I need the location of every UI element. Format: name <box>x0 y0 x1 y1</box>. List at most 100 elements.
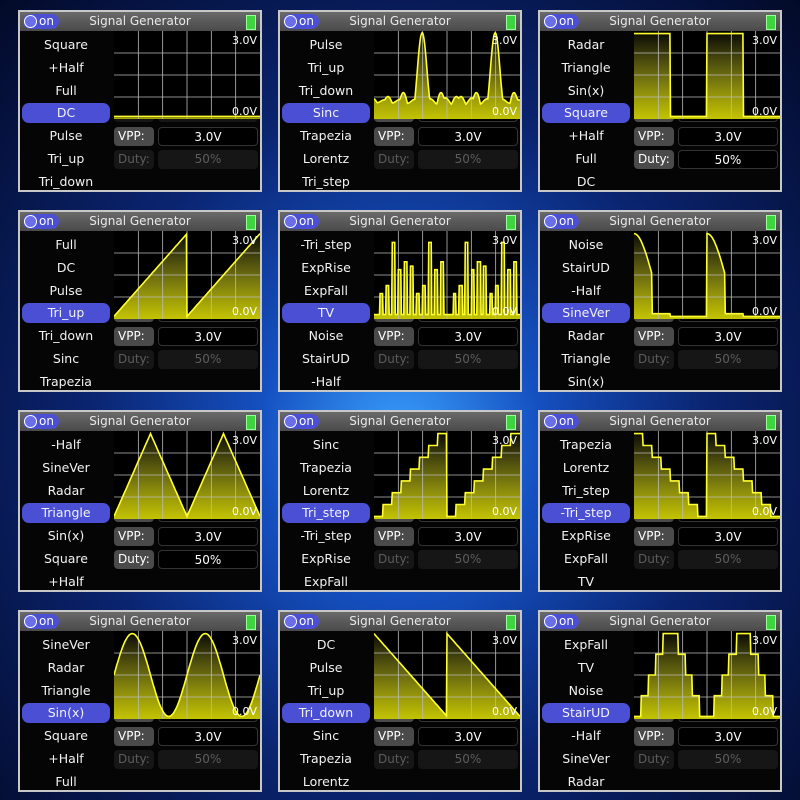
waveform-menu-item[interactable]: TV <box>282 303 370 324</box>
waveform-menu-item[interactable]: Sin(x) <box>567 82 605 98</box>
param-value[interactable]: 3.0V <box>678 126 778 146</box>
param-value[interactable]: 3.0V <box>418 726 518 746</box>
waveform-menu-item[interactable]: StairUD <box>542 703 630 724</box>
waveform-menu-item[interactable]: Noise <box>568 682 604 698</box>
waveform-menu-item[interactable]: Sinc <box>312 728 340 744</box>
waveform-menu-item[interactable]: Triangle <box>561 351 611 366</box>
waveform-menu-item[interactable]: Radar <box>567 773 605 789</box>
waveform-menu-item[interactable]: TV <box>577 573 595 589</box>
waveform-menu-item[interactable]: +Half <box>48 751 84 766</box>
output-toggle[interactable]: on <box>283 614 319 629</box>
waveform-menu-item[interactable]: Sin(x) <box>47 528 85 544</box>
waveform-menu-item[interactable]: StairUD <box>562 259 610 275</box>
waveform-menu-item[interactable]: Tri_step <box>302 173 350 189</box>
waveform-menu-item[interactable]: DC <box>56 259 76 275</box>
waveform-menu-item[interactable]: SineVer <box>42 459 90 475</box>
waveform-menu-item[interactable]: Noise <box>308 328 344 344</box>
waveform-menu-item[interactable]: Square <box>43 551 88 566</box>
waveform-menu-item[interactable]: Full <box>55 82 77 98</box>
waveform-menu-item[interactable]: Lorentz <box>302 773 350 789</box>
waveform-menu-item[interactable]: ExpFall <box>564 637 608 652</box>
output-toggle[interactable]: on <box>283 14 319 29</box>
waveform-menu-item[interactable]: Square <box>43 37 88 52</box>
waveform-menu-item[interactable]: ExpRise <box>301 551 351 566</box>
waveform-menu-item[interactable]: Radar <box>567 328 605 344</box>
waveform-menu-item[interactable]: Triangle <box>561 59 611 75</box>
waveform-menu-item[interactable]: Radar <box>47 659 85 675</box>
param-value[interactable]: 3.0V <box>158 726 258 746</box>
waveform-menu-item[interactable]: ExpFall <box>564 551 608 566</box>
param-value[interactable]: 3.0V <box>158 126 258 146</box>
param-value[interactable]: 3.0V <box>158 326 258 346</box>
waveform-menu-item[interactable]: Tri_down <box>38 173 94 189</box>
waveform-menu-item[interactable]: SineVer <box>42 637 90 652</box>
waveform-menu-item[interactable]: -Half <box>51 437 81 452</box>
waveform-menu-item[interactable]: DC <box>576 173 596 189</box>
waveform-menu-item[interactable]: Trapezia <box>300 751 352 766</box>
waveform-menu-item[interactable]: Trapezia <box>560 437 612 452</box>
waveform-menu-item[interactable]: Sin(x) <box>22 703 110 724</box>
param-value[interactable]: 3.0V <box>418 526 518 546</box>
waveform-menu-item[interactable]: Pulse <box>309 659 343 675</box>
waveform-menu-item[interactable]: Tri_down <box>38 328 94 344</box>
waveform-menu-item[interactable]: TV <box>577 659 595 675</box>
waveform-menu-item[interactable]: Pulse <box>49 128 83 144</box>
waveform-menu-item[interactable]: Triangle <box>22 503 110 524</box>
waveform-menu-item[interactable]: Tri_step <box>282 503 370 524</box>
waveform-menu-item[interactable]: Radar <box>567 37 605 52</box>
waveform-menu-item[interactable]: -Tri_step <box>300 528 352 544</box>
waveform-menu-item[interactable]: Full <box>55 773 77 789</box>
param-value[interactable]: 3.0V <box>678 326 778 346</box>
waveform-menu-item[interactable]: Tri_up <box>307 682 345 698</box>
waveform-menu-item[interactable]: Pulse <box>49 282 83 298</box>
waveform-menu-item[interactable]: Sinc <box>282 103 370 124</box>
param-value[interactable]: 3.0V <box>678 726 778 746</box>
waveform-menu-item[interactable]: Triangle <box>41 682 91 698</box>
waveform-menu-item[interactable]: Square <box>542 103 630 124</box>
waveform-menu-item[interactable]: ExpFall <box>304 573 348 589</box>
output-toggle[interactable]: on <box>543 214 579 229</box>
waveform-menu-item[interactable]: Square <box>43 728 88 744</box>
waveform-menu-item[interactable]: -Half <box>571 282 601 298</box>
waveform-menu-item[interactable]: +Half <box>568 128 604 144</box>
waveform-menu-item[interactable]: Full <box>575 151 597 166</box>
waveform-menu-item[interactable]: +Half <box>48 573 84 589</box>
waveform-menu-item[interactable]: -Tri_step <box>300 237 352 252</box>
output-toggle[interactable]: on <box>543 414 579 429</box>
waveform-menu-item[interactable]: Pulse <box>309 37 343 52</box>
waveform-menu-item[interactable]: Trapezia <box>300 459 352 475</box>
waveform-menu-item[interactable]: Lorentz <box>562 459 610 475</box>
output-toggle[interactable]: on <box>283 414 319 429</box>
output-toggle[interactable]: on <box>23 214 59 229</box>
waveform-menu-item[interactable]: Lorentz <box>302 151 350 166</box>
waveform-menu-item[interactable]: Tri_up <box>47 151 85 166</box>
waveform-menu-item[interactable]: Noise <box>568 237 604 252</box>
waveform-menu-item[interactable]: Tri_down <box>282 703 370 724</box>
waveform-menu-item[interactable]: -Half <box>311 373 341 389</box>
waveform-menu-item[interactable]: Sinc <box>312 437 340 452</box>
waveform-menu-item[interactable]: -Half <box>571 728 601 744</box>
output-toggle[interactable]: on <box>543 14 579 29</box>
waveform-menu-item[interactable]: SineVer <box>562 751 610 766</box>
output-toggle[interactable]: on <box>23 414 59 429</box>
param-value[interactable]: 3.0V <box>418 126 518 146</box>
waveform-menu-item[interactable]: Tri_up <box>22 303 110 324</box>
waveform-menu-item[interactable]: Lorentz <box>302 482 350 498</box>
waveform-menu-item[interactable]: DC <box>22 103 110 124</box>
waveform-menu-item[interactable]: ExpRise <box>561 528 611 544</box>
waveform-menu-item[interactable]: ExpFall <box>304 282 348 298</box>
waveform-menu-item[interactable]: Trapezia <box>300 128 352 144</box>
output-toggle[interactable]: on <box>543 614 579 629</box>
output-toggle[interactable]: on <box>283 214 319 229</box>
waveform-menu-item[interactable]: DC <box>316 637 336 652</box>
waveform-menu-item[interactable]: Sinc <box>52 351 80 366</box>
param-value[interactable]: 3.0V <box>158 526 258 546</box>
waveform-menu-item[interactable]: +Half <box>48 59 84 75</box>
output-toggle[interactable]: on <box>23 14 59 29</box>
output-toggle[interactable]: on <box>23 614 59 629</box>
waveform-menu-item[interactable]: Trapezia <box>40 373 92 389</box>
waveform-menu-item[interactable]: Tri_step <box>562 482 610 498</box>
waveform-menu-item[interactable]: SineVer <box>542 303 630 324</box>
waveform-menu-item[interactable]: Sin(x) <box>567 373 605 389</box>
waveform-menu-item[interactable]: Radar <box>47 482 85 498</box>
